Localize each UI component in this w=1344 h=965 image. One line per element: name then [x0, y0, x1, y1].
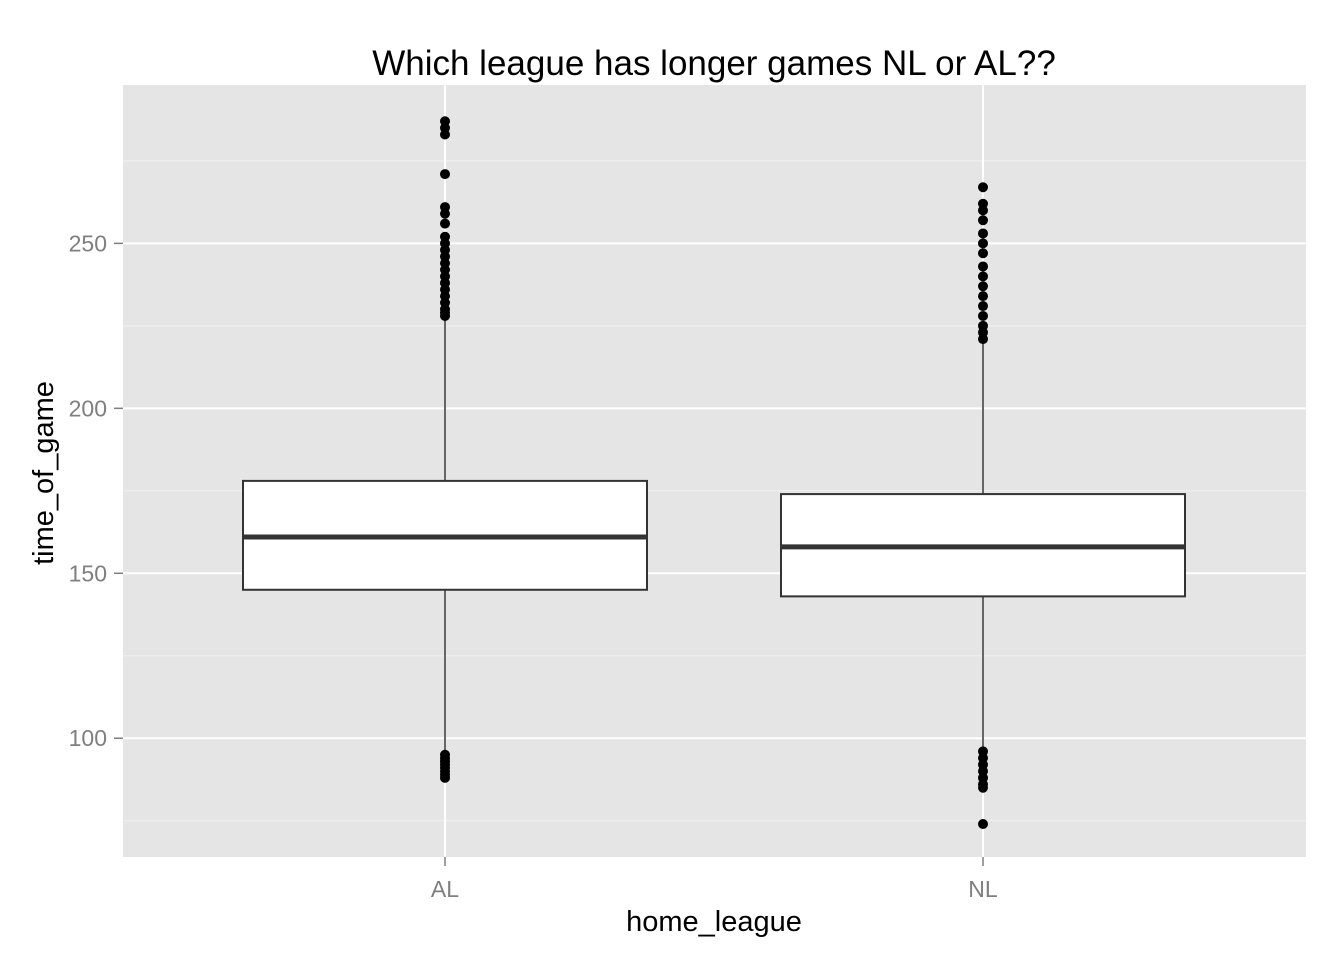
outlier-point: [978, 198, 988, 209]
outlier-point: [978, 182, 988, 193]
outlier-point: [978, 746, 988, 757]
outlier-point: [978, 238, 988, 249]
y-axis-ticks: 100 150 200 250: [69, 230, 123, 751]
outlier-point: [978, 261, 988, 272]
chart-title: Which league has longer games NL or AL??: [372, 44, 1056, 83]
x-tick-label: NL: [968, 876, 998, 902]
outlier-point: [978, 291, 988, 302]
outlier-point: [978, 248, 988, 259]
outlier-point: [440, 231, 450, 242]
box-series: [242, 116, 1186, 830]
y-tick-label: 100: [69, 725, 107, 751]
outlier-point: [978, 301, 988, 312]
x-axis-title: home_league: [626, 906, 802, 938]
outlier-point: [978, 271, 988, 282]
outlier-point: [978, 228, 988, 239]
outlier-point: [978, 215, 988, 226]
outlier-point: [978, 281, 988, 292]
box-al: [242, 116, 648, 783]
y-tick-label: 250: [69, 230, 107, 256]
outlier-point: [440, 749, 450, 760]
y-tick-label: 200: [69, 395, 107, 421]
x-tick-label: AL: [431, 876, 459, 902]
outlier-point: [440, 202, 450, 213]
outlier-point: [440, 169, 450, 180]
y-axis-title: time_of_game: [28, 381, 60, 565]
outlier-point: [978, 320, 988, 331]
outlier-point: [978, 819, 988, 830]
y-tick-label: 150: [69, 560, 107, 586]
outlier-point: [978, 310, 988, 321]
outlier-point: [440, 218, 450, 229]
box-nl: [780, 182, 1186, 830]
outlier-point: [440, 116, 450, 127]
x-axis-ticks: AL NL: [431, 857, 998, 902]
plot-panel: [123, 85, 1306, 857]
